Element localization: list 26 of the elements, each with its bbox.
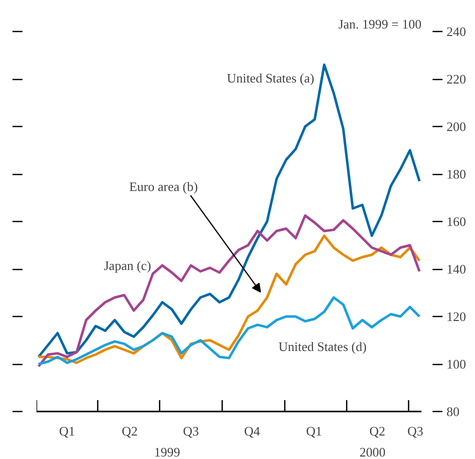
y-tick-label: 120 — [446, 309, 466, 324]
annotation: United States (a) — [226, 70, 314, 86]
x-tick-label: Q3 — [407, 424, 424, 438]
text: Jan. 1999 = 100 — [338, 16, 422, 32]
line-series — [37, 64, 421, 358]
x-tick-label: Q2 — [369, 424, 386, 438]
y-tick-label: 80 — [446, 404, 460, 419]
x2-tick-label: 2000 — [360, 444, 386, 459]
x2-tick-label: 1999 — [154, 444, 180, 459]
x-tick-label: Q3 — [182, 424, 199, 438]
y-tick-label: 220 — [446, 72, 466, 86]
y-tick-label: 200 — [446, 119, 466, 134]
y-tick-label: 240 — [446, 24, 466, 39]
line-series — [37, 296, 421, 366]
annotation: Euro area (b) — [129, 178, 198, 194]
y-tick-label: 140 — [446, 262, 466, 276]
y-tick-label: 100 — [446, 356, 466, 372]
annotation: United States (d) — [278, 338, 367, 354]
line-series — [37, 214, 421, 368]
x-tick-label: Q1 — [306, 424, 322, 438]
x-tick-label: Q2 — [122, 424, 138, 438]
x-tick-label: Q1 — [59, 424, 76, 438]
annotation: Japan (c) — [104, 258, 152, 273]
y-tick-label: 180 — [446, 166, 466, 182]
y-tick-label: 160 — [446, 214, 466, 229]
x-tick-label: Q4 — [244, 424, 261, 438]
